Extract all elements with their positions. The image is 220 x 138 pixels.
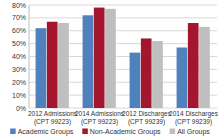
y-tick-label: 40%: [12, 53, 26, 60]
legend: Academic Groups Non-Academic Groups All Gr…: [10, 128, 210, 136]
y-tick-label: 60%: [12, 27, 26, 34]
legend-label: Non-Academic Groups: [90, 128, 161, 136]
bar: [141, 38, 152, 108]
x-tick-label: 2012 Discharges(CPT 99239): [122, 110, 172, 126]
bar: [130, 53, 141, 108]
x-tick-label: 2012 Admissions(CPT 99223): [28, 110, 78, 126]
bar: [188, 23, 199, 108]
bar: [47, 22, 58, 108]
y-tick-label: 0%: [16, 105, 26, 112]
grid-line: [29, 17, 217, 18]
legend-swatch: [82, 129, 88, 135]
y-tick-label: 70%: [12, 14, 26, 21]
y-tick-label: 20%: [12, 79, 26, 86]
legend-label: Academic Groups: [18, 128, 74, 136]
legend-swatch: [10, 129, 16, 135]
grid-line: [29, 5, 217, 6]
chart: 0% 10% 20% 30% 40% 50% 60% 70% 80% 2012 Admission…: [0, 0, 220, 138]
bar: [58, 23, 69, 108]
x-tick-label: 2014 Discharges(CPT 99239): [169, 110, 219, 126]
bar: [199, 27, 210, 108]
bars: [36, 8, 210, 108]
y-tick-label: 10%: [12, 92, 26, 99]
y-tick-label: 30%: [12, 66, 26, 73]
x-tick-label: 2014 Admissions(CPT 99223): [75, 110, 125, 126]
bar: [94, 8, 105, 108]
y-tick-label: 50%: [12, 40, 26, 47]
bar: [105, 9, 116, 108]
y-tick-label: 80%: [12, 2, 26, 9]
bar: [152, 41, 163, 108]
bar: [83, 15, 94, 108]
y-axis-line: [29, 5, 30, 108]
legend-swatch: [170, 129, 176, 135]
legend-label: All Groups: [177, 128, 210, 136]
bar: [36, 28, 47, 108]
bar: [177, 47, 188, 108]
